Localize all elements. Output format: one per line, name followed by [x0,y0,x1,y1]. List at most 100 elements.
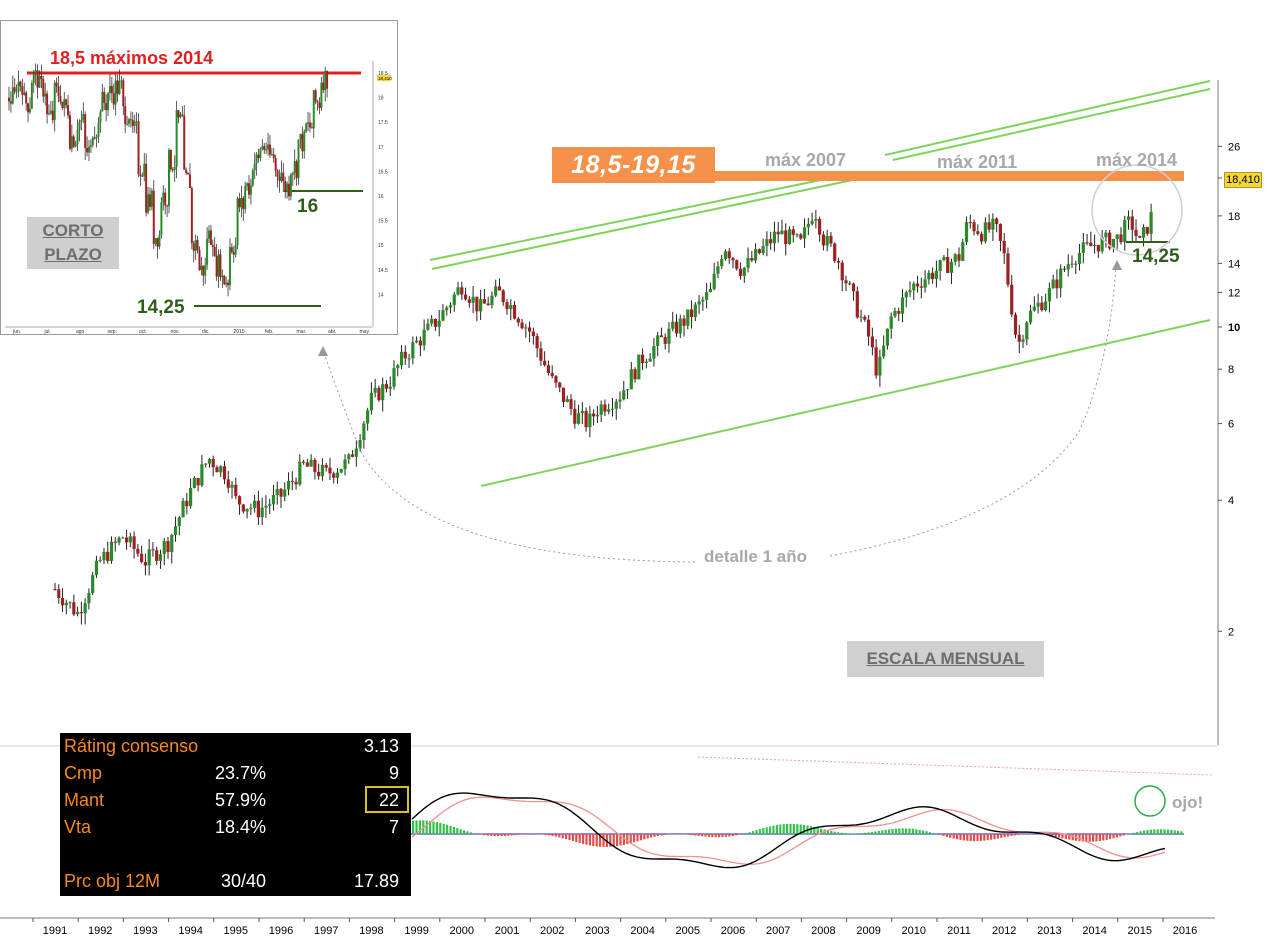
candle-body [1028,310,1033,323]
candle-body [859,316,863,318]
histogram-bar [639,834,642,841]
rating-count: 9 [388,763,399,783]
rating-title: Ráting consenso [64,736,199,756]
inset-candle-body [68,115,71,149]
y-tick-label: 14 [1228,258,1240,270]
inset-candle-body [70,136,73,149]
inset-candle-body [244,186,247,210]
histogram-bar [612,834,615,847]
candle-body [1149,212,1153,234]
resistance-range-label: 18,5-19,15 [552,147,715,183]
inset-candle-body [72,136,75,147]
candle-body [497,286,502,291]
candle-body [595,414,599,417]
candle-body [603,404,607,412]
histogram-bar [582,834,585,844]
histogram-bar [833,831,836,834]
candle-body [117,537,121,543]
candle-body [678,318,682,334]
inset-candle-body [166,205,169,207]
candle-body [746,257,750,268]
inset-candle-body [59,95,62,102]
candle-body [708,289,712,293]
histogram-bar [1180,831,1183,834]
candle-body [72,602,76,615]
inset-candle-body [284,181,287,192]
histogram-bar [1013,834,1016,836]
inset-candle-body [242,197,245,210]
candle-body [802,227,807,239]
histogram-bar [578,834,581,843]
rating-title-value: 3.13 [363,736,399,756]
histogram-bar [973,834,976,842]
max-2014-label: máx 2014 [1096,150,1177,170]
candle-body [448,304,453,308]
candle-body [445,307,449,311]
rating-pct: 57.9% [214,790,266,810]
histogram-bar [979,834,982,841]
histogram-bar [803,825,806,834]
histogram-bar [786,823,789,834]
candle-body [637,354,641,380]
inset-candle-body [122,80,125,107]
inset-candle-body [48,113,50,115]
histogram-bar [874,831,877,834]
candle-body [569,399,573,409]
inset-candle-body [228,247,231,286]
histogram-bar [633,834,636,843]
histogram-bar [1102,834,1105,841]
histogram-bar [1115,834,1118,838]
y-tick-label: 12 [1228,288,1240,300]
inset-chart: 18.5 18 17.5 17 16.5 16 15.5 15 14.5 14 jun. jul. a… [0,20,398,335]
candle-body [392,368,396,387]
inset-candle-body [97,123,100,137]
candle-body [64,602,68,606]
candle-body [60,598,65,606]
candle-body [324,464,328,468]
candle-body [313,459,317,472]
histogram-bar [1058,834,1061,838]
inset-candle-body [19,81,22,87]
candle-body [964,222,969,243]
candle-body [204,463,208,465]
candle-body [53,589,57,591]
inset-candle-body [34,70,37,74]
inset-candle-body [162,192,165,203]
candle-body [347,454,351,460]
histogram-bar [565,834,568,840]
candle-body [867,319,871,337]
histogram-bar [762,828,765,834]
inset-x-tick-label: mar. [297,329,307,335]
detail-arrow-right [829,264,1117,557]
histogram-bar [571,834,574,842]
inset-candle-body [248,183,250,195]
inset-y-tick-label: 15.5 [378,219,388,225]
histogram-bar [857,833,860,834]
candle-body [592,413,596,417]
inset-candle-body [32,73,35,83]
candle-body [181,500,185,518]
histogram-bar [473,833,476,834]
candle-body [136,548,140,554]
histogram-bar [1071,834,1074,841]
histogram-bar [765,827,768,834]
candle-body [189,487,193,507]
inset-candle-body [27,103,30,113]
candle-body [686,309,690,326]
inset-candle-body [194,240,197,251]
inset-title: 18,5 máximos 2014 [50,48,213,68]
histogram-bar [809,826,812,834]
histogram-bar [922,830,925,834]
candle-body [915,283,920,287]
candle-body [1119,234,1123,243]
inset-candle-body [198,249,201,271]
candle-body [358,440,362,449]
inset-y-tick-label: 14 [378,292,384,298]
inset-candle-body [154,238,157,244]
candle-body [302,461,306,463]
candle-body [870,336,874,348]
x-tick-label: 1991 [43,925,67,937]
candle-body [343,459,347,470]
histogram-bar [1139,831,1142,834]
histogram-bar [1112,834,1115,839]
